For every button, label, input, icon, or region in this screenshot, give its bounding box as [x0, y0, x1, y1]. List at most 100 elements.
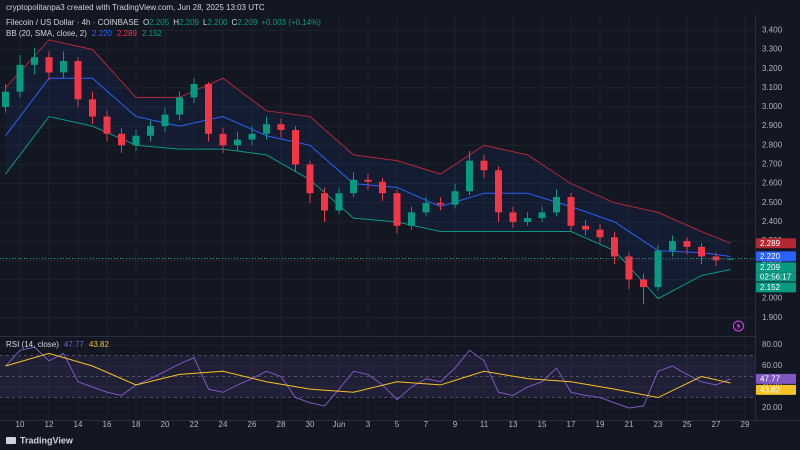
candle-body — [292, 129, 300, 165]
x-tick-label: 23 — [654, 420, 663, 429]
candle-body — [234, 139, 242, 146]
x-tick-label: 9 — [453, 420, 458, 429]
x-tick-label: 28 — [277, 420, 286, 429]
candle-body — [668, 241, 676, 251]
legend-item: 47.77 — [64, 340, 85, 349]
labels: cryptopolitanpa3 created with TradingVie… — [6, 3, 796, 445]
x-tick-label: 22 — [190, 420, 199, 429]
countdown-box — [756, 272, 796, 282]
x-tick-label: 14 — [74, 420, 83, 429]
legend-item: Filecoin / US Dollar · 4h · COINBASE — [6, 18, 139, 27]
candle-body — [132, 135, 140, 146]
alert-icon[interactable] — [733, 320, 744, 332]
candle-body — [161, 114, 169, 127]
candle-body — [118, 133, 126, 146]
price-marker — [756, 251, 796, 262]
candle-body — [321, 193, 329, 211]
band-line — [5, 77, 731, 257]
candle-body — [263, 124, 271, 134]
y-tick-label: 2.600 — [762, 179, 783, 188]
price-marker — [756, 262, 796, 273]
y-tick-label: 2.000 — [762, 294, 783, 303]
price-marker-label: 47.77 — [760, 374, 781, 383]
candle-body — [45, 57, 53, 73]
legend-item: 43.82 — [89, 340, 110, 349]
caption: cryptopolitanpa3 created with TradingVie… — [6, 3, 265, 12]
legend: RSI (14, close) 47.77 43.82 — [6, 340, 110, 349]
candle-body — [393, 193, 401, 226]
candle-body — [639, 279, 647, 288]
x-tick-label: 5 — [395, 420, 400, 429]
candle-body — [60, 60, 68, 73]
price-marker-label: 2.220 — [760, 252, 781, 261]
x-tick-label: 21 — [625, 420, 634, 429]
y-tick-label: 60.00 — [762, 361, 783, 370]
y-tick-label: 2.900 — [762, 121, 783, 130]
x-tick-label: 20 — [161, 420, 170, 429]
x-tick-label: 17 — [567, 420, 576, 429]
candle-body — [277, 124, 285, 130]
candle-body — [581, 225, 589, 230]
candle-body — [437, 202, 445, 205]
candle-body — [567, 197, 575, 226]
y-tick-label: 3.200 — [762, 64, 783, 73]
candle-body — [408, 212, 416, 226]
rsi-line — [5, 346, 731, 409]
candle-body — [176, 97, 184, 115]
brand: TradingView — [20, 435, 74, 445]
candle-body — [552, 197, 560, 213]
x-tick-label: 25 — [683, 420, 692, 429]
legend-item: 2.152 — [142, 29, 163, 38]
candle-body — [712, 256, 720, 261]
candle-body — [379, 181, 387, 194]
candle-body — [509, 212, 517, 222]
x-tick-label: 27 — [712, 420, 721, 429]
y-tick-label: 2.500 — [762, 198, 783, 207]
candle-body — [625, 256, 633, 280]
candle-body — [103, 116, 111, 134]
candle-body — [726, 258, 734, 260]
y-tick-label: 20.00 — [762, 403, 783, 412]
candle-body — [16, 64, 24, 92]
legend: Filecoin / US Dollar · 4h · COINBASE O2.2… — [6, 18, 321, 27]
candle-body — [610, 237, 618, 257]
price-marker-label: 2.209 — [760, 263, 781, 272]
legend-item: +0.003 (+0.14%) — [261, 18, 321, 27]
legend-item: 2.209 — [237, 18, 258, 27]
y-tick-label: 1.900 — [762, 313, 783, 322]
rsi-line — [5, 352, 731, 399]
y-tick-label: 2.700 — [762, 160, 783, 169]
candle-body — [364, 179, 372, 182]
candle-body — [147, 126, 155, 136]
band-line — [5, 39, 731, 244]
legend-item: RSI (14, close) — [6, 340, 59, 349]
price-marker — [756, 282, 796, 293]
candle-body — [466, 160, 474, 192]
candle-body — [654, 250, 662, 288]
legend-item: O — [143, 18, 149, 27]
price-marker-label: 2.152 — [760, 283, 781, 292]
legend-item: C — [232, 18, 238, 27]
candle-body — [74, 60, 82, 100]
x-tick-label: 15 — [538, 420, 547, 429]
plot — [0, 39, 755, 409]
price-marker — [756, 373, 796, 384]
y-tick-label: 80.00 — [762, 340, 783, 349]
y-tick-label: 3.400 — [762, 25, 783, 34]
y-tick-label: 3.300 — [762, 45, 783, 54]
legend-item: 2.200 — [207, 18, 228, 27]
price-marker — [756, 384, 796, 395]
legend: BB (20, SMA, close, 2) 2.220 2.289 2.152 — [6, 29, 163, 38]
candle-body — [350, 179, 358, 194]
x-tick-label: 13 — [509, 420, 518, 429]
candle-body — [190, 83, 198, 98]
legend-item: 2.205 — [149, 18, 170, 27]
x-tick-label: 12 — [45, 420, 54, 429]
candle-body — [205, 83, 213, 134]
x-tick-label: 19 — [596, 420, 605, 429]
x-tick-label: 30 — [306, 420, 315, 429]
x-tick-label: 7 — [424, 420, 429, 429]
brand-logo — [6, 437, 16, 444]
candle-body — [335, 193, 343, 211]
x-tick-label: 11 — [480, 420, 489, 429]
